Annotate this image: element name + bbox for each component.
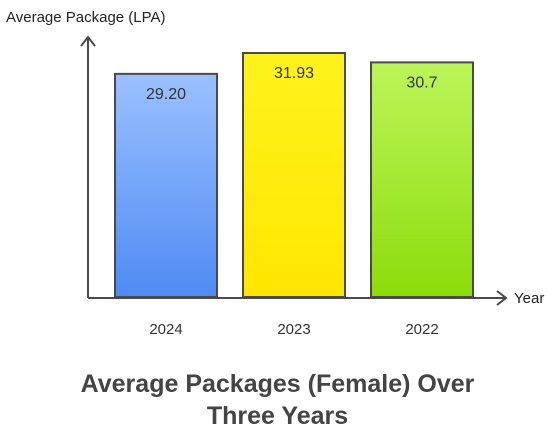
bar-2022 — [370, 61, 474, 298]
x-tick-label-2022: 2022 — [405, 321, 438, 338]
chart-title-line-2: Three Years — [206, 402, 349, 430]
x-axis-label: Year — [514, 290, 544, 307]
bar-2024 — [114, 72, 218, 299]
bars-group: 29.20 2024 31.93 2023 30.7 2022 — [114, 51, 474, 338]
x-tick-label-2023: 2023 — [277, 321, 310, 338]
y-axis-label: Average Package (LPA) — [6, 9, 166, 26]
chart-title: Average Packages (Female) Over Three Yea… — [0, 368, 555, 432]
x-tick-label-2024: 2024 — [149, 321, 182, 338]
bar-value-label-2023: 31.93 — [274, 65, 314, 82]
y-axis-arrow — [80, 35, 96, 47]
x-axis-arrow — [496, 290, 508, 306]
bar-2023 — [242, 51, 346, 298]
chart-title-line-1: Average Packages (Female) Over — [80, 370, 475, 398]
bar-value-label-2024: 29.20 — [146, 86, 186, 103]
bar-value-label-2022: 30.7 — [406, 74, 437, 91]
